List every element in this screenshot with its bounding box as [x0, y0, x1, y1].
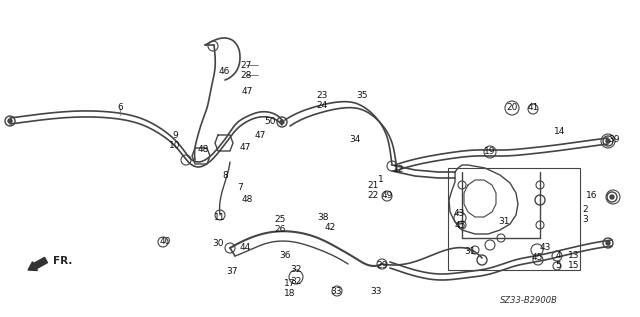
Text: 18: 18: [284, 289, 296, 299]
Text: 41: 41: [527, 103, 539, 113]
Text: 33: 33: [371, 287, 381, 295]
Text: 50: 50: [264, 118, 276, 126]
Bar: [448, 168, 580, 270]
Text: 9: 9: [172, 131, 178, 139]
Text: 10: 10: [169, 140, 180, 150]
Text: 27: 27: [240, 61, 252, 69]
Text: 32: 32: [291, 277, 301, 287]
Text: 11: 11: [214, 214, 226, 223]
Text: 1: 1: [378, 174, 384, 184]
Text: 45: 45: [531, 253, 543, 262]
Text: 23: 23: [316, 90, 328, 100]
Text: 44: 44: [239, 243, 251, 253]
Circle shape: [603, 136, 613, 146]
Text: 21: 21: [367, 180, 379, 190]
Circle shape: [606, 139, 610, 143]
Text: 47: 47: [254, 131, 266, 139]
Text: 36: 36: [279, 250, 291, 260]
Text: 30: 30: [212, 238, 224, 248]
Text: 3: 3: [582, 215, 588, 223]
Circle shape: [607, 192, 617, 202]
Text: 29: 29: [376, 261, 388, 269]
Text: 20: 20: [506, 102, 518, 112]
Text: 47: 47: [239, 144, 251, 152]
Text: 45: 45: [454, 222, 466, 230]
FancyArrow shape: [28, 257, 47, 270]
Text: 4: 4: [555, 250, 561, 260]
Text: 13: 13: [568, 250, 580, 260]
Text: 19: 19: [484, 147, 496, 157]
Text: 38: 38: [317, 214, 329, 223]
Text: 49: 49: [381, 191, 393, 200]
Text: 2: 2: [582, 204, 588, 214]
Text: 33: 33: [330, 287, 342, 295]
Text: 25: 25: [275, 216, 285, 224]
Text: 28: 28: [240, 70, 252, 80]
Text: 37: 37: [227, 268, 237, 276]
Text: 40: 40: [159, 237, 171, 247]
Text: 22: 22: [367, 191, 379, 199]
Text: 43: 43: [540, 243, 550, 251]
Circle shape: [5, 116, 15, 126]
Text: 17: 17: [284, 280, 296, 288]
Text: 12: 12: [394, 165, 404, 174]
Text: 6: 6: [117, 103, 123, 113]
Text: 14: 14: [554, 127, 566, 137]
Text: 31: 31: [499, 217, 509, 227]
Text: 7: 7: [237, 184, 243, 192]
Text: 31: 31: [464, 248, 476, 256]
Text: 26: 26: [275, 225, 285, 235]
Text: 48: 48: [197, 146, 209, 154]
Text: 34: 34: [349, 135, 361, 145]
Text: 8: 8: [222, 171, 228, 180]
Text: 46: 46: [218, 68, 230, 76]
Circle shape: [277, 117, 287, 127]
Circle shape: [535, 195, 545, 205]
Text: 43: 43: [453, 210, 465, 218]
Text: SZ33-B2900B: SZ33-B2900B: [500, 296, 558, 305]
Circle shape: [610, 195, 614, 199]
Text: 35: 35: [356, 92, 368, 100]
Text: 42: 42: [324, 223, 335, 232]
Text: 32: 32: [291, 266, 301, 275]
Text: 47: 47: [241, 87, 253, 96]
Text: 39: 39: [608, 135, 620, 145]
Text: 5: 5: [555, 261, 561, 269]
Circle shape: [606, 241, 610, 245]
Text: 16: 16: [586, 191, 598, 200]
Circle shape: [280, 120, 284, 124]
Text: 15: 15: [568, 261, 580, 269]
Text: 24: 24: [316, 100, 328, 109]
Circle shape: [477, 255, 487, 265]
Circle shape: [8, 119, 12, 123]
Circle shape: [603, 238, 613, 248]
Text: FR.: FR.: [53, 256, 72, 266]
Text: 48: 48: [241, 196, 253, 204]
